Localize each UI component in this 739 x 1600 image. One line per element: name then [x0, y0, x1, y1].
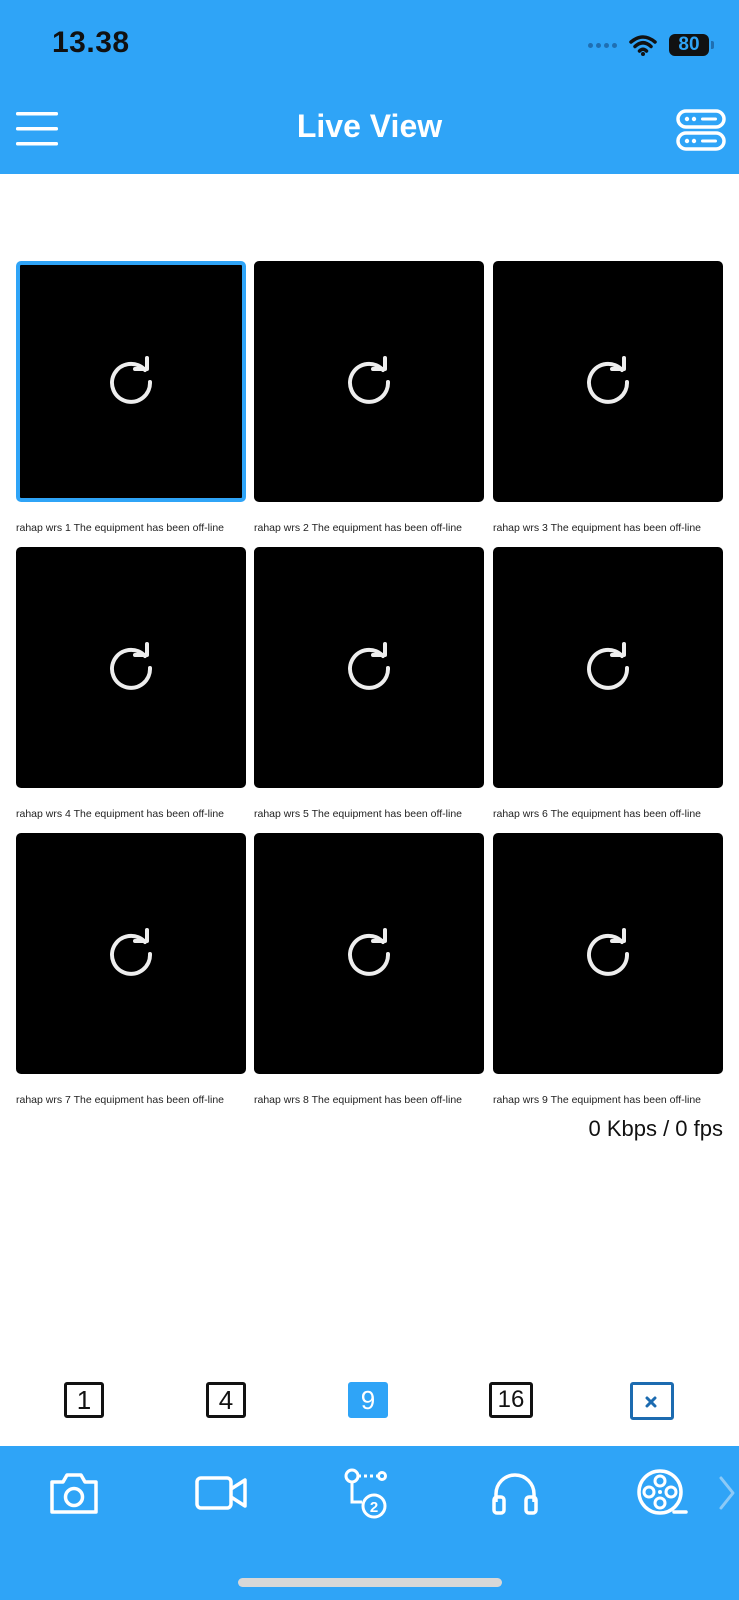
tile-caption: rahap wrs 2 The equipment has been off-l… [254, 522, 462, 534]
chevron-right-icon[interactable] [716, 1468, 738, 1518]
camera-icon[interactable] [48, 1468, 100, 1518]
bitrate-fps-readout: 0 Kbps / 0 fps [588, 1116, 723, 1141]
battery-icon: 80 [669, 34, 714, 56]
layout-1-button[interactable]: 1 [64, 1382, 104, 1418]
refresh-icon[interactable] [582, 355, 634, 408]
tile-caption: rahap wrs 3 The equipment has been off-l… [493, 522, 701, 534]
signal-icon [588, 42, 617, 48]
app-header: 13.38 80 Live View [0, 0, 739, 174]
tile-caption: rahap wrs 4 The equipment has been off-l… [16, 808, 224, 820]
refresh-icon[interactable] [105, 641, 157, 694]
status-icons: 80 [588, 30, 714, 60]
video-tile-5[interactable] [254, 547, 484, 788]
page-title: Live View [296, 108, 443, 144]
refresh-icon[interactable] [343, 641, 395, 694]
video-record-icon[interactable] [194, 1468, 247, 1518]
refresh-icon[interactable] [343, 927, 395, 980]
tile-caption: rahap wrs 1 The equipment has been off-l… [16, 522, 224, 534]
headphones-icon[interactable] [490, 1468, 542, 1518]
refresh-icon[interactable] [105, 927, 157, 980]
video-tile-2[interactable] [254, 261, 484, 502]
hamburger-menu-icon[interactable] [14, 108, 60, 150]
video-tile-7[interactable] [16, 833, 246, 1074]
layout-selector: 1 4 9 16 [0, 1380, 739, 1428]
video-tile-1[interactable] [16, 261, 246, 502]
tile-caption: rahap wrs 6 The equipment has been off-l… [493, 808, 701, 820]
video-tile-6[interactable] [493, 547, 723, 788]
layout-9-button[interactable]: 9 [348, 1382, 388, 1418]
wifi-icon [629, 35, 657, 56]
status-time: 13.38 [52, 26, 130, 59]
tile-caption: rahap wrs 7 The equipment has been off-l… [16, 1094, 224, 1106]
tile-caption: rahap wrs 5 The equipment has been off-l… [254, 808, 462, 820]
bottom-toolbar: 2 [0, 1446, 739, 1600]
refresh-icon[interactable] [582, 641, 634, 694]
tile-caption: rahap wrs 8 The equipment has been off-l… [254, 1094, 462, 1106]
layout-16-button[interactable]: 16 [489, 1382, 533, 1418]
playback-reel-icon[interactable] [636, 1468, 688, 1518]
home-indicator [238, 1578, 502, 1587]
layout-4-button[interactable]: 4 [206, 1382, 246, 1418]
device-list-icon[interactable] [675, 108, 727, 152]
svg-text:2: 2 [370, 1499, 378, 1516]
stream-switch-icon[interactable]: 2 [342, 1468, 394, 1519]
refresh-icon[interactable] [105, 355, 157, 408]
video-tile-4[interactable] [16, 547, 246, 788]
video-tile-9[interactable] [493, 833, 723, 1074]
close-all-icon[interactable] [630, 1382, 674, 1420]
video-tile-3[interactable] [493, 261, 723, 502]
video-tile-8[interactable] [254, 833, 484, 1074]
tile-caption: rahap wrs 9 The equipment has been off-l… [493, 1094, 701, 1106]
refresh-icon[interactable] [582, 927, 634, 980]
refresh-icon[interactable] [343, 355, 395, 408]
